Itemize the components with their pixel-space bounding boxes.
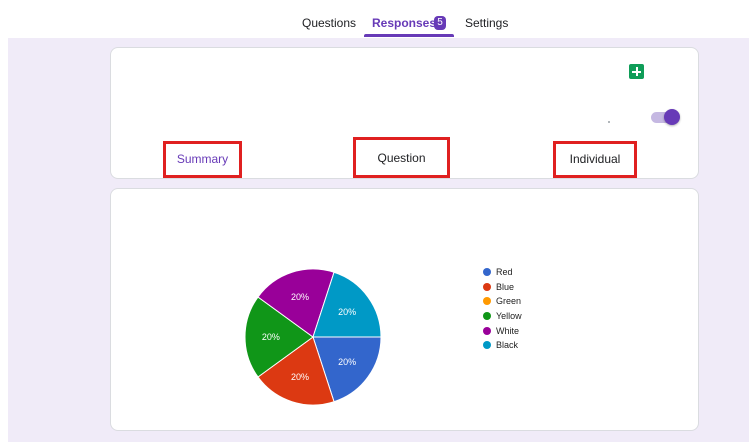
legend-item-red: Red — [483, 265, 522, 280]
subtab-individual[interactable]: Individual — [553, 141, 637, 178]
legend-label-green: Green — [496, 296, 522, 307]
pie-chart: 20% 20% 20% 20% 20% — [244, 268, 382, 406]
google-sheets-icon[interactable] — [629, 64, 644, 79]
legend-swatch-red — [483, 268, 491, 277]
legend-item-blue: Blue — [483, 280, 522, 295]
legend-swatch-yellow — [483, 312, 491, 321]
legend-label-white: White — [496, 325, 520, 336]
legend-swatch-white — [483, 326, 491, 335]
subtab-question-label: Question — [377, 151, 426, 165]
chart-legend: Red Blue Green Yellow White Black — [483, 265, 522, 353]
pie-label-blue: 20% — [291, 372, 309, 382]
legend-item-black: Black — [483, 338, 522, 353]
legend-swatch-blue — [483, 282, 491, 291]
pie-label-black: 20% — [338, 307, 356, 317]
tab-responses[interactable]: Responses — [372, 16, 437, 30]
top-tab-bar: Questions Responses 5 Settings — [0, 0, 749, 38]
summary-chart-card — [110, 188, 699, 431]
legend-swatch-green — [483, 297, 491, 306]
responses-count-badge: 5 — [434, 16, 446, 30]
toggle-thumb[interactable] — [664, 109, 680, 125]
responses-header-card — [110, 47, 699, 179]
legend-item-yellow: Yellow — [483, 309, 522, 324]
pie-label-red: 20% — [338, 357, 356, 367]
legend-item-white: White — [483, 323, 522, 338]
subtab-question[interactable]: Question — [353, 137, 450, 178]
tab-settings[interactable]: Settings — [465, 16, 509, 30]
tab-questions[interactable]: Questions — [302, 16, 357, 30]
legend-item-green: Green — [483, 294, 522, 309]
subtab-summary-label: Summary — [176, 152, 229, 166]
legend-label-black: Black — [496, 340, 519, 351]
more-dot-icon — [608, 121, 610, 123]
pie-label-yellow: 20% — [262, 332, 280, 342]
pie-label-white: 20% — [291, 292, 309, 302]
legend-label-red: Red — [496, 267, 513, 278]
legend-label-yellow: Yellow — [496, 311, 522, 322]
pie-slice-white — [257, 268, 335, 338]
pie-slice-red — [312, 336, 382, 403]
subtab-individual-label: Individual — [569, 152, 621, 166]
active-tab-indicator — [364, 34, 454, 37]
pie-slice-yellow — [244, 296, 314, 378]
legend-label-blue: Blue — [496, 281, 515, 292]
subtab-summary[interactable]: Summary — [163, 141, 242, 178]
pie-slice-blue — [257, 336, 335, 406]
legend-swatch-black — [483, 341, 491, 350]
pie-slice-black — [312, 271, 382, 338]
